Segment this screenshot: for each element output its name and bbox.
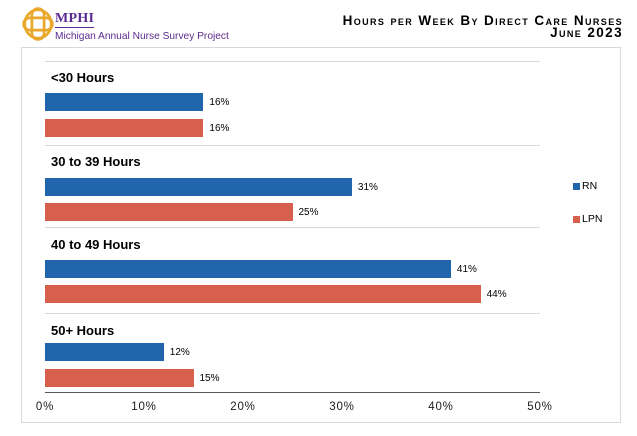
x-axis-line bbox=[45, 392, 540, 393]
category-separator-line bbox=[45, 313, 540, 314]
x-tick-label: 0% bbox=[35, 401, 55, 413]
value-label: 16% bbox=[209, 122, 230, 134]
bar-lpn-3 bbox=[45, 369, 194, 387]
category-label: 30 to 39 Hours bbox=[51, 154, 141, 169]
category-label: <30 Hours bbox=[51, 70, 115, 85]
category-label: 50+ Hours bbox=[51, 322, 115, 338]
mphi-knot-logo-icon bbox=[21, 5, 55, 41]
value-label: 16% bbox=[209, 96, 230, 108]
bar-rn-0 bbox=[45, 93, 204, 111]
value-label: 12% bbox=[169, 346, 190, 358]
x-tick-label: 20% bbox=[230, 401, 256, 413]
brand-block: MPHI Michigan Annual Nurse Survey Projec… bbox=[55, 9, 229, 42]
category-label: 40 to 49 Hours bbox=[51, 236, 141, 252]
chart-frame: <30 Hours 16% 16% 30 to 39 Hours 31% 25% 40 to… bbox=[21, 47, 621, 423]
bar-rn-2 bbox=[45, 260, 451, 278]
value-label: 31% bbox=[357, 181, 378, 193]
bar-lpn-1 bbox=[45, 203, 293, 221]
legend-item-rn: RN bbox=[573, 181, 597, 192]
x-tick-label: 30% bbox=[329, 401, 355, 413]
legend-label: LPN bbox=[582, 212, 603, 225]
legend-swatch-rn bbox=[573, 183, 580, 190]
chart-subtitle-date: June 2023 bbox=[550, 25, 623, 40]
bar-lpn-2 bbox=[45, 285, 481, 303]
category-separator-line bbox=[45, 145, 540, 146]
value-label: 44% bbox=[486, 288, 507, 300]
value-label: 25% bbox=[298, 206, 319, 218]
bar-rn-3 bbox=[45, 343, 164, 361]
x-tick-label: 50% bbox=[527, 401, 553, 413]
bar-lpn-0 bbox=[45, 119, 204, 137]
x-tick-label: 40% bbox=[428, 401, 454, 413]
legend-item-lpn: LPN bbox=[573, 212, 603, 225]
brand-name: MPHI bbox=[55, 11, 95, 28]
value-label: 41% bbox=[456, 263, 477, 275]
category-separator-line bbox=[45, 61, 540, 62]
legend-swatch-lpn bbox=[573, 215, 580, 223]
x-tick-label: 10% bbox=[131, 401, 157, 413]
chart-title-block: Hours per Week By Direct Care Nurses Jun… bbox=[342, 13, 623, 40]
brand-subtitle: Michigan Annual Nurse Survey Project bbox=[55, 30, 229, 42]
legend-label: RN bbox=[582, 180, 598, 192]
chart-title: Hours per Week By Direct Care Nurses bbox=[342, 13, 623, 28]
value-label: 15% bbox=[199, 372, 220, 384]
bar-rn-1 bbox=[45, 178, 352, 196]
category-separator-line bbox=[45, 227, 540, 228]
